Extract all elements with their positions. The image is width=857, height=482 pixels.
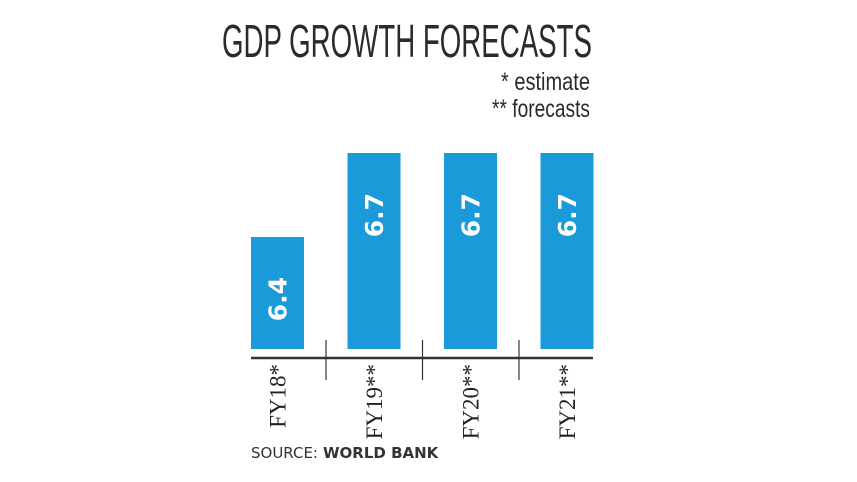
category-label: FY19** — [362, 364, 387, 439]
data-label: 6.4 — [264, 277, 293, 321]
data-label: 6.7 — [457, 193, 486, 237]
bar-fy18 — [251, 237, 304, 349]
bar-fy21 — [540, 153, 594, 349]
source-prefix: SOURCE: — [251, 444, 318, 462]
note-estimate: * estimate — [501, 68, 590, 96]
source-name: WORLD BANK — [323, 444, 440, 462]
category-separators — [325, 340, 520, 380]
bar-fy20 — [444, 153, 497, 349]
bars-group: 6.4 6.7 6.7 6.7 — [251, 153, 594, 349]
category-label: FY21** — [555, 364, 580, 439]
category-label: FY20** — [459, 364, 484, 439]
note-forecasts: ** forecasts — [492, 95, 590, 123]
data-label: 6.7 — [360, 193, 389, 237]
category-label: FY18* — [266, 364, 291, 428]
chart-title: GDP GROWTH FORECASTS — [222, 15, 592, 67]
category-labels: FY18* FY19** FY20** FY21** — [266, 364, 581, 439]
bar-fy19 — [347, 153, 401, 349]
data-label: 6.7 — [553, 193, 582, 237]
